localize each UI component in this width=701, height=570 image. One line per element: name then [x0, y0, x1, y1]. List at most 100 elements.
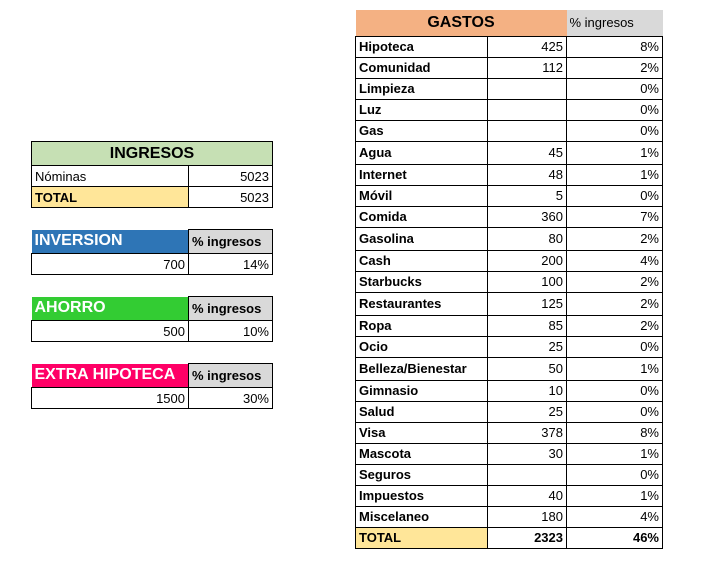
gastos-pct[interactable]: 8%: [566, 35, 663, 58]
gastos-value[interactable]: 425: [487, 35, 567, 58]
gastos-pct[interactable]: 2%: [566, 291, 663, 316]
gastos-label: Gimnasio: [355, 379, 488, 402]
extra-pct[interactable]: 30%: [188, 387, 273, 409]
gastos-label: Restaurantes: [355, 291, 488, 316]
gastos-row: Móvil 5 0%: [355, 184, 663, 207]
gastos-row: Luz 0%: [355, 98, 663, 121]
gastos-pct[interactable]: 1%: [566, 163, 663, 186]
gastos-row: Internet 48 1%: [355, 163, 663, 186]
gastos-pct[interactable]: 7%: [566, 205, 663, 228]
gastos-label: Hipoteca: [355, 35, 488, 58]
gastos-row: Starbucks 100 2%: [355, 270, 663, 293]
gastos-label: Cash: [355, 249, 488, 272]
gastos-value[interactable]: 125: [487, 291, 567, 316]
gastos-pct[interactable]: 0%: [566, 379, 663, 402]
gastos-label: Gas: [355, 119, 488, 142]
gastos-value[interactable]: 180: [487, 505, 567, 528]
gastos-label: Comunidad: [355, 56, 488, 79]
extra-value[interactable]: 1500: [31, 387, 189, 409]
gastos-label: Salud: [355, 400, 488, 423]
gastos-pct[interactable]: 1%: [566, 140, 663, 165]
gastos-label: Móvil: [355, 184, 488, 207]
gastos-row: Gimnasio 10 0%: [355, 379, 663, 402]
gastos-row: Seguros 0%: [355, 463, 663, 486]
gastos-pct[interactable]: 4%: [566, 249, 663, 272]
gastos-row: Visa 378 8%: [355, 421, 663, 444]
gastos-value[interactable]: 200: [487, 249, 567, 272]
gastos-value[interactable]: 85: [487, 314, 567, 337]
gastos-value[interactable]: [487, 463, 567, 486]
gastos-row: Restaurantes 125 2%: [355, 291, 663, 316]
extra-pct-header: % ingresos: [188, 363, 273, 388]
gastos-value[interactable]: 48: [487, 163, 567, 186]
gastos-value[interactable]: 45: [487, 140, 567, 165]
gastos-row: Agua 45 1%: [355, 140, 663, 165]
gastos-row: Salud 25 0%: [355, 400, 663, 423]
gastos-value[interactable]: 80: [487, 226, 567, 251]
gastos-value[interactable]: 112: [487, 56, 567, 79]
gastos-pct[interactable]: 2%: [566, 270, 663, 293]
gastos-table: GASTOS% ingresos Hipoteca 425 8% Comunidad 1…: [355, 10, 663, 549]
ahorro-pct[interactable]: 10%: [188, 320, 273, 342]
gastos-value[interactable]: 378: [487, 421, 567, 444]
gastos-pct[interactable]: 0%: [566, 400, 663, 423]
gastos-value[interactable]: 360: [487, 205, 567, 228]
nominas-label: Nóminas: [31, 165, 189, 187]
gastos-pct-header: % ingresos: [566, 10, 663, 36]
inversion-pct[interactable]: 14%: [188, 253, 273, 275]
gastos-label: Gasolina: [355, 226, 488, 251]
gastos-value[interactable]: 30: [487, 442, 567, 465]
gastos-label: Internet: [355, 163, 488, 186]
gastos-value[interactable]: [487, 119, 567, 142]
nominas-value[interactable]: 5023: [188, 165, 273, 187]
gastos-title: GASTOS: [355, 10, 567, 36]
gastos-total-value[interactable]: 2323: [487, 526, 567, 549]
gastos-value[interactable]: 25: [487, 400, 567, 423]
gastos-pct[interactable]: 0%: [566, 184, 663, 207]
gastos-row: Belleza/Bienestar 50 1%: [355, 356, 663, 381]
ahorro-value[interactable]: 500: [31, 320, 189, 342]
gastos-pct[interactable]: 1%: [566, 484, 663, 507]
ahorro-table: AHORRO% ingresos 500 10%: [31, 296, 273, 342]
gastos-pct[interactable]: 0%: [566, 335, 663, 358]
gastos-pct[interactable]: 4%: [566, 505, 663, 528]
gastos-value[interactable]: 10: [487, 379, 567, 402]
gastos-total-pct[interactable]: 46%: [566, 526, 663, 549]
ingresos-total-label: TOTAL: [31, 186, 189, 208]
gastos-pct[interactable]: 2%: [566, 56, 663, 79]
gastos-row: Impuestos 40 1%: [355, 484, 663, 507]
gastos-label: Belleza/Bienestar: [355, 356, 488, 381]
gastos-label: Luz: [355, 98, 488, 121]
gastos-row: Hipoteca 425 8%: [355, 35, 663, 58]
gastos-value[interactable]: 40: [487, 484, 567, 507]
inversion-value[interactable]: 700: [31, 253, 189, 275]
gastos-value[interactable]: 25: [487, 335, 567, 358]
gastos-value[interactable]: 100: [487, 270, 567, 293]
inversion-table: INVERSION% ingresos 700 14%: [31, 229, 273, 275]
gastos-label: Impuestos: [355, 484, 488, 507]
gastos-pct[interactable]: 0%: [566, 77, 663, 100]
gastos-pct[interactable]: 0%: [566, 98, 663, 121]
gastos-value[interactable]: [487, 98, 567, 121]
gastos-total-label: TOTAL: [355, 526, 488, 549]
gastos-label: Agua: [355, 140, 488, 165]
gastos-row: Gasolina 80 2%: [355, 226, 663, 251]
gastos-pct[interactable]: 2%: [566, 226, 663, 251]
gastos-label: Visa: [355, 421, 488, 444]
ingresos-total-value[interactable]: 5023: [188, 186, 273, 208]
gastos-pct[interactable]: 1%: [566, 442, 663, 465]
extra-hipoteca-table: EXTRA HIPOTECA% ingresos 1500 30%: [31, 363, 273, 409]
gastos-value[interactable]: [487, 77, 567, 100]
gastos-pct[interactable]: 8%: [566, 421, 663, 444]
extra-title: EXTRA HIPOTECA: [31, 363, 189, 388]
gastos-value[interactable]: 5: [487, 184, 567, 207]
gastos-pct[interactable]: 1%: [566, 356, 663, 381]
gastos-pct[interactable]: 0%: [566, 463, 663, 486]
ingresos-title: INGRESOS: [31, 141, 273, 166]
ahorro-title: AHORRO: [31, 296, 189, 321]
gastos-value[interactable]: 50: [487, 356, 567, 381]
gastos-pct[interactable]: 0%: [566, 119, 663, 142]
gastos-label: Mascota: [355, 442, 488, 465]
gastos-pct[interactable]: 2%: [566, 314, 663, 337]
gastos-label: Starbucks: [355, 270, 488, 293]
